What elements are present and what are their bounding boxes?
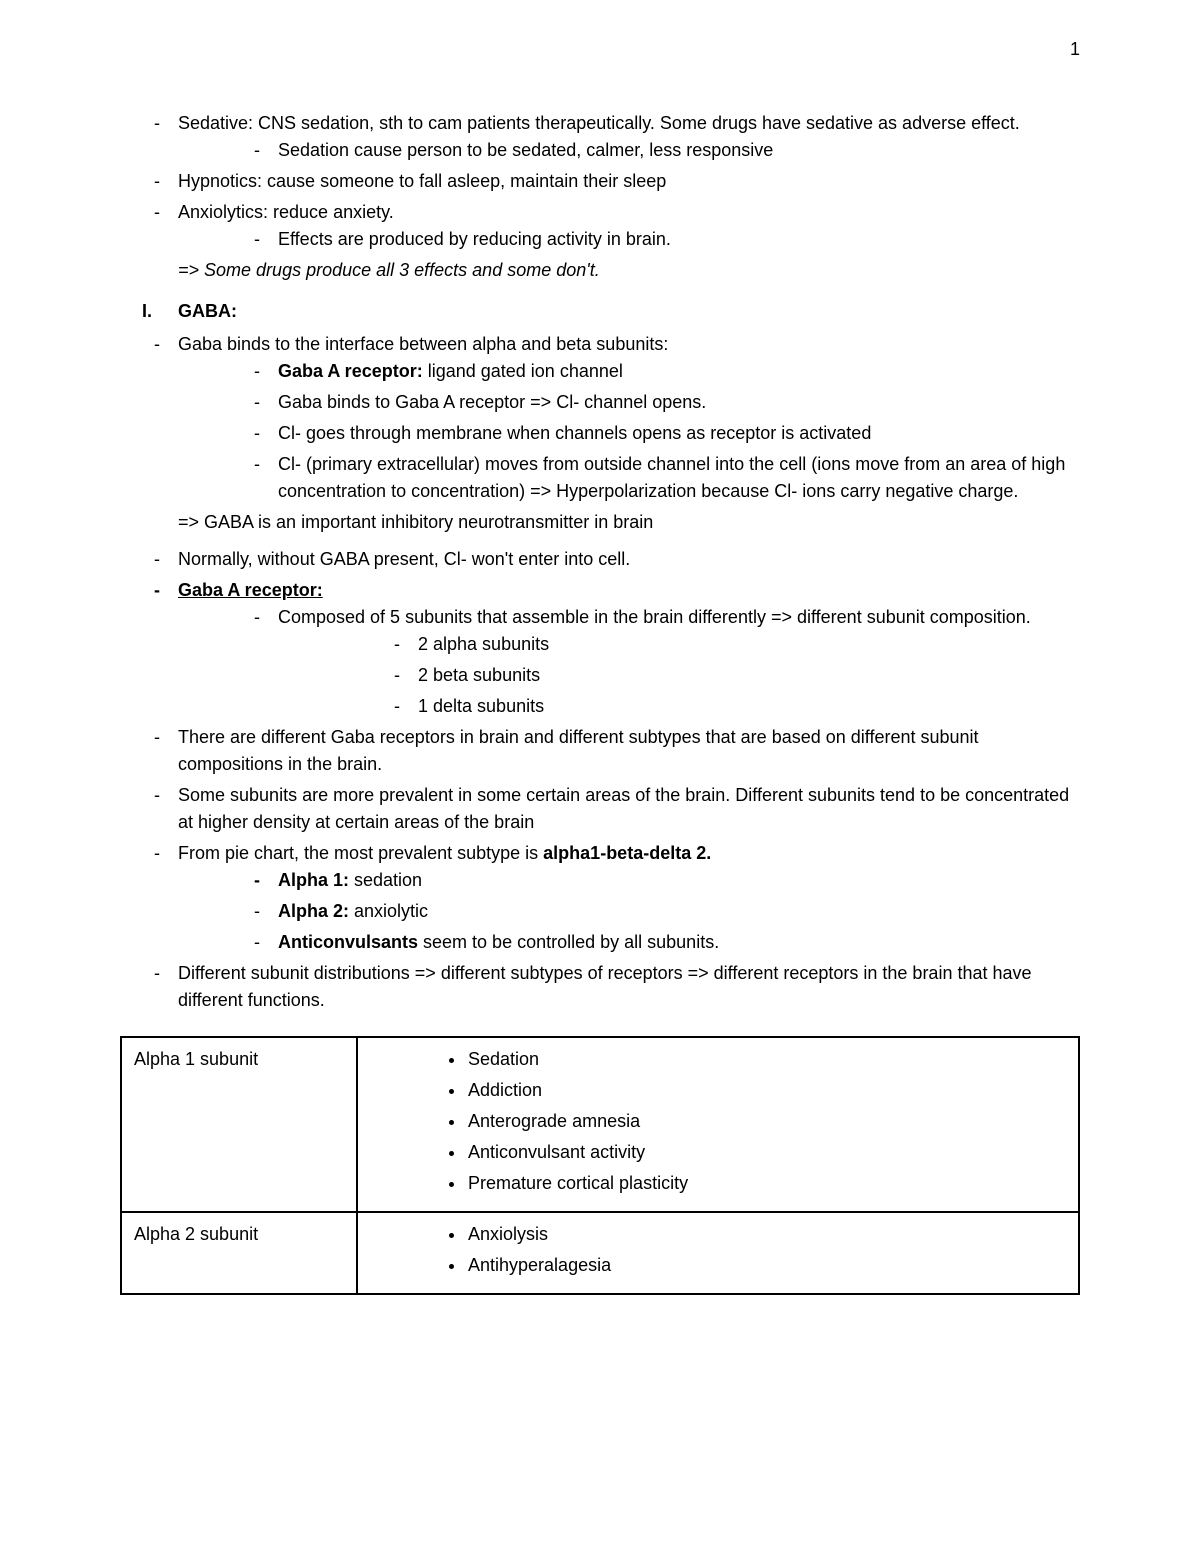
bullet: Anxiolysis xyxy=(466,1221,1066,1248)
bullet: Sedation xyxy=(466,1046,1066,1073)
subunit-table: Alpha 1 subunit Sedation Addiction Anter… xyxy=(120,1036,1080,1295)
item-distributions: Different subunit distributions => diffe… xyxy=(120,960,1080,1014)
desc-anticonv: seem to be controlled by all subunits. xyxy=(418,932,719,952)
page-number: 1 xyxy=(1070,36,1080,63)
item-alpha2: Alpha 2: anxiolytic xyxy=(178,898,1080,925)
label-gaba-a: Gaba A receptor: xyxy=(278,361,423,381)
item-anticonv: Anticonvulsants seem to be controlled by… xyxy=(178,929,1080,956)
desc-alpha1: sedation xyxy=(349,870,422,890)
bullet: Addiction xyxy=(466,1077,1066,1104)
item-sedative-sub: Sedation cause person to be sedated, cal… xyxy=(178,137,1080,164)
table-row: Alpha 1 subunit Sedation Addiction Anter… xyxy=(121,1037,1079,1212)
document-body: Sedative: CNS sedation, sth to cam patie… xyxy=(120,110,1080,1295)
page: 1 Sedative: CNS sedation, sth to cam pat… xyxy=(0,0,1200,1553)
table-row: Alpha 2 subunit Anxiolysis Antihyperalag… xyxy=(121,1212,1079,1294)
item-normally: Normally, without GABA present, Cl- won'… xyxy=(120,546,1080,573)
item-different-receptors: There are different Gaba receptors in br… xyxy=(120,724,1080,778)
item-sub-delta: 1 delta subunits xyxy=(278,693,1080,720)
text-gaba-a-head: Gaba A receptor: xyxy=(178,580,323,600)
section-1-head: I.GABA: xyxy=(120,298,1080,325)
text-sedative: Sedative: CNS sedation, sth to cam patie… xyxy=(178,113,1020,133)
label-alpha1: Alpha 1: xyxy=(278,870,349,890)
text-pie-bold: alpha1-beta-delta 2. xyxy=(543,843,711,863)
section-1-list: Gaba binds to the interface between alph… xyxy=(120,331,1080,505)
item-gaba-a-head: Gaba A receptor: Composed of 5 subunits … xyxy=(120,577,1080,720)
item-sedative: Sedative: CNS sedation, sth to cam patie… xyxy=(120,110,1080,164)
section-1-list-2: Normally, without GABA present, Cl- won'… xyxy=(120,546,1080,1014)
bullet: Antihyperalagesia xyxy=(466,1252,1066,1279)
item-prevalent: Some subunits are more prevalent in some… xyxy=(120,782,1080,836)
item-pie: From pie chart, the most prevalent subty… xyxy=(120,840,1080,956)
item-cl-move: Cl- (primary extracellular) moves from o… xyxy=(178,451,1080,505)
item-gaba-a-receptor: Gaba A receptor: ligand gated ion channe… xyxy=(178,358,1080,385)
cell-items-1: Anxiolysis Antihyperalagesia xyxy=(357,1212,1079,1294)
desc-gaba-a: ligand gated ion channel xyxy=(423,361,623,381)
bullet: Anticonvulsant activity xyxy=(466,1139,1066,1166)
item-cl-membrane: Cl- goes through membrane when channels … xyxy=(178,420,1080,447)
item-composed: Composed of 5 subunits that assemble in … xyxy=(178,604,1080,720)
bullet: Anterograde amnesia xyxy=(466,1108,1066,1135)
intro-arrow-note: => Some drugs produce all 3 effects and … xyxy=(120,257,1080,284)
text-binds-intro: Gaba binds to the interface between alph… xyxy=(178,334,668,354)
item-hypnotics: Hypnotics: cause someone to fall asleep,… xyxy=(120,168,1080,195)
section-1-num: I. xyxy=(142,298,178,325)
item-anxiolytics-sub: Effects are produced by reducing activit… xyxy=(178,226,1080,253)
item-sub-alpha: 2 alpha subunits xyxy=(278,631,1080,658)
cell-label-0: Alpha 1 subunit xyxy=(121,1037,357,1212)
section-1-title: GABA: xyxy=(178,301,237,321)
desc-alpha2: anxiolytic xyxy=(349,901,428,921)
item-anxiolytics: Anxiolytics: reduce anxiety. Effects are… xyxy=(120,199,1080,253)
text-anxiolytics: Anxiolytics: reduce anxiety. xyxy=(178,202,394,222)
item-alpha1: Alpha 1: sedation xyxy=(178,867,1080,894)
intro-list: Sedative: CNS sedation, sth to cam patie… xyxy=(120,110,1080,253)
arrow-inhibitory: => GABA is an important inhibitory neuro… xyxy=(120,509,1080,536)
label-anticonv: Anticonvulsants xyxy=(278,932,418,952)
item-bind-open: Gaba binds to Gaba A receptor => Cl- cha… xyxy=(178,389,1080,416)
text-pie-intro: From pie chart, the most prevalent subty… xyxy=(178,843,543,863)
text-composed: Composed of 5 subunits that assemble in … xyxy=(278,607,1031,627)
item-binds-intro: Gaba binds to the interface between alph… xyxy=(120,331,1080,505)
cell-items-0: Sedation Addiction Anterograde amnesia A… xyxy=(357,1037,1079,1212)
bullet: Premature cortical plasticity xyxy=(466,1170,1066,1197)
item-sub-beta: 2 beta subunits xyxy=(278,662,1080,689)
label-alpha2: Alpha 2: xyxy=(278,901,349,921)
cell-label-1: Alpha 2 subunit xyxy=(121,1212,357,1294)
